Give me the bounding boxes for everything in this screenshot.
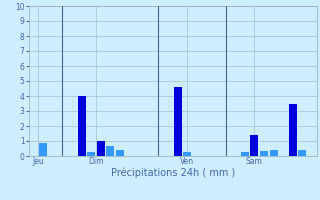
X-axis label: Précipitations 24h ( mm ): Précipitations 24h ( mm ): [111, 168, 235, 178]
Bar: [173, 87, 182, 156]
Bar: [87, 152, 95, 156]
Bar: [289, 104, 297, 156]
Bar: [260, 151, 268, 156]
Bar: [298, 150, 307, 156]
Bar: [269, 150, 278, 156]
Bar: [106, 146, 115, 156]
Bar: [116, 150, 124, 156]
Bar: [77, 96, 86, 156]
Bar: [97, 141, 105, 156]
Bar: [241, 152, 249, 156]
Bar: [183, 152, 191, 156]
Bar: [39, 142, 47, 156]
Bar: [250, 135, 259, 156]
